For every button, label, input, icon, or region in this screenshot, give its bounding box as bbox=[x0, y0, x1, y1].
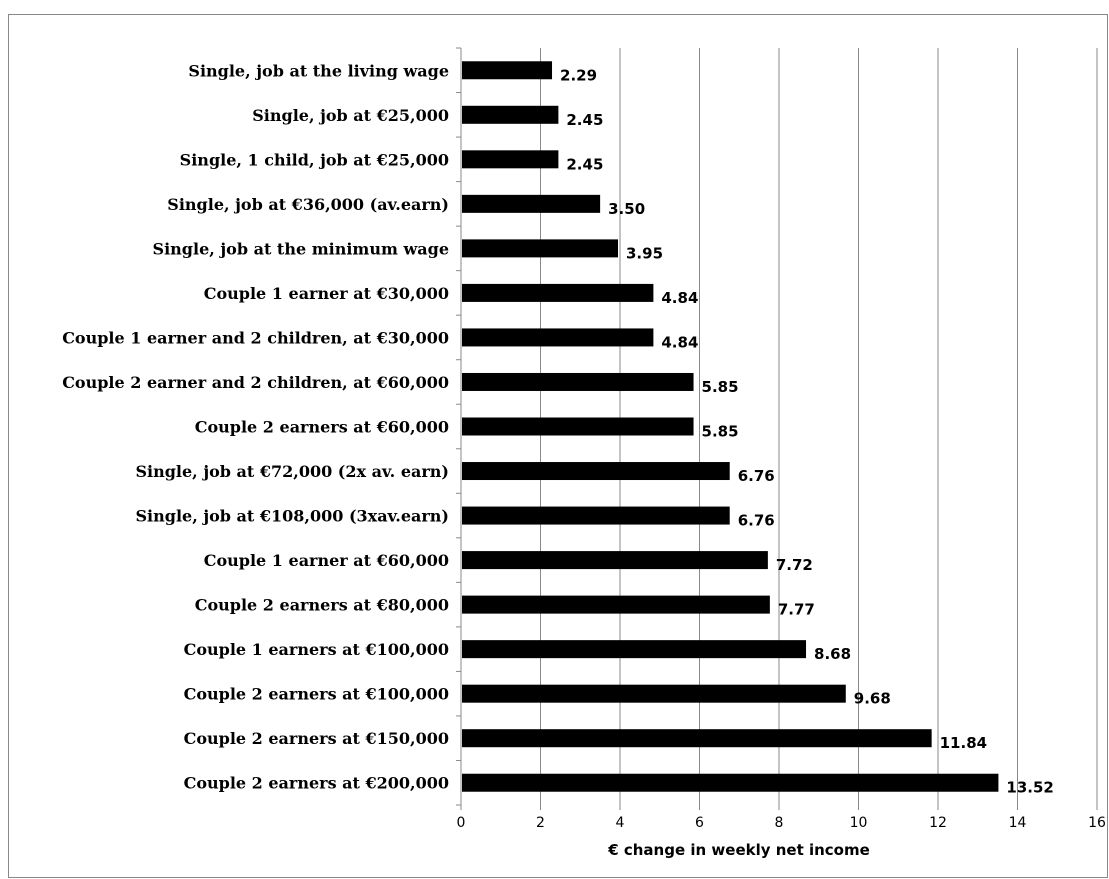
labels: 0 2 4 6 8 10 12 14 16 Single, job at the living w… bbox=[62, 61, 1106, 859]
bar-4 bbox=[462, 194, 601, 213]
x-tick-label-0: 0 bbox=[457, 815, 466, 831]
bar-2 bbox=[462, 105, 559, 124]
data-label-10: 6.76 bbox=[738, 467, 775, 485]
gridlines bbox=[540, 48, 1098, 805]
category-label-15: Couple 2 earners at €100,000 bbox=[184, 685, 449, 704]
category-label-17: Couple 2 earners at €200,000 bbox=[184, 774, 449, 793]
x-tick-label-12: 12 bbox=[929, 815, 947, 831]
data-label-6: 4.84 bbox=[661, 289, 698, 307]
bar-7 bbox=[462, 328, 654, 347]
category-label-12: Couple 1 earner at €60,000 bbox=[204, 551, 449, 570]
bar-3 bbox=[462, 150, 559, 169]
axes bbox=[456, 47, 1098, 810]
category-label-11: Single, job at €108,000 (3xav.earn) bbox=[135, 507, 449, 526]
category-label-4: Single, job at €36,000 (av.earn) bbox=[167, 195, 449, 214]
bar-16 bbox=[462, 729, 932, 748]
x-tick-label-14: 14 bbox=[1009, 815, 1027, 831]
bar-13 bbox=[462, 595, 770, 614]
x-tick-label-8: 8 bbox=[775, 815, 784, 831]
category-label-8: Couple 2 earner and 2 children, at €60,0… bbox=[62, 373, 449, 392]
data-label-15: 9.68 bbox=[854, 690, 891, 708]
bar-5 bbox=[462, 239, 619, 258]
bar-17 bbox=[462, 773, 999, 792]
x-tick-label-4: 4 bbox=[616, 815, 625, 831]
bar-9 bbox=[462, 417, 694, 436]
data-label-17: 13.52 bbox=[1006, 779, 1053, 797]
bar-chart: 0 2 4 6 8 10 12 14 16 Single, job at the living w… bbox=[62, 47, 1106, 859]
category-label-16: Couple 2 earners at €150,000 bbox=[184, 729, 449, 748]
data-label-9: 5.85 bbox=[702, 423, 739, 441]
bar-1 bbox=[462, 61, 553, 80]
data-label-14: 8.68 bbox=[814, 645, 851, 663]
bar-6 bbox=[462, 283, 654, 302]
category-label-7: Couple 1 earner and 2 children, at €30,0… bbox=[62, 328, 449, 347]
x-tick-label-6: 6 bbox=[695, 815, 704, 831]
bar-14 bbox=[462, 640, 807, 659]
category-label-2: Single, job at €25,000 bbox=[252, 106, 449, 125]
category-label-9: Couple 2 earners at €60,000 bbox=[195, 418, 449, 437]
bar-15 bbox=[462, 684, 846, 703]
data-label-8: 5.85 bbox=[702, 378, 739, 396]
x-tick-label-2: 2 bbox=[536, 815, 545, 831]
category-label-1: Single, job at the living wage bbox=[188, 61, 449, 80]
data-label-1: 2.29 bbox=[560, 66, 597, 84]
chart-frame: 0 2 4 6 8 10 12 14 16 Single, job at the living w… bbox=[8, 14, 1108, 878]
bar-8 bbox=[462, 372, 694, 391]
bars bbox=[462, 61, 999, 792]
data-label-7: 4.84 bbox=[661, 333, 698, 351]
data-label-2: 2.45 bbox=[566, 111, 603, 129]
data-label-5: 3.95 bbox=[626, 244, 663, 262]
category-label-10: Single, job at €72,000 (2x av. earn) bbox=[135, 462, 449, 481]
category-label-13: Couple 2 earners at €80,000 bbox=[195, 596, 449, 615]
x-tick-label-10: 10 bbox=[850, 815, 868, 831]
bar-10 bbox=[462, 462, 730, 481]
data-label-11: 6.76 bbox=[738, 512, 775, 530]
data-label-3: 2.45 bbox=[566, 155, 603, 173]
x-tick-label-16: 16 bbox=[1088, 815, 1106, 831]
category-label-3: Single, 1 child, job at €25,000 bbox=[180, 150, 449, 169]
category-label-5: Single, job at the minimum wage bbox=[153, 239, 449, 258]
bar-11 bbox=[462, 506, 730, 525]
data-label-16: 11.84 bbox=[940, 734, 987, 752]
data-label-13: 7.77 bbox=[778, 601, 815, 619]
bar-12 bbox=[462, 551, 768, 570]
category-label-6: Couple 1 earner at €30,000 bbox=[204, 284, 449, 303]
data-label-4: 3.50 bbox=[608, 200, 645, 218]
category-label-14: Couple 1 earners at €100,000 bbox=[184, 640, 449, 659]
x-axis-title: € change in weekly net income bbox=[607, 841, 870, 859]
data-label-12: 7.72 bbox=[776, 556, 813, 574]
